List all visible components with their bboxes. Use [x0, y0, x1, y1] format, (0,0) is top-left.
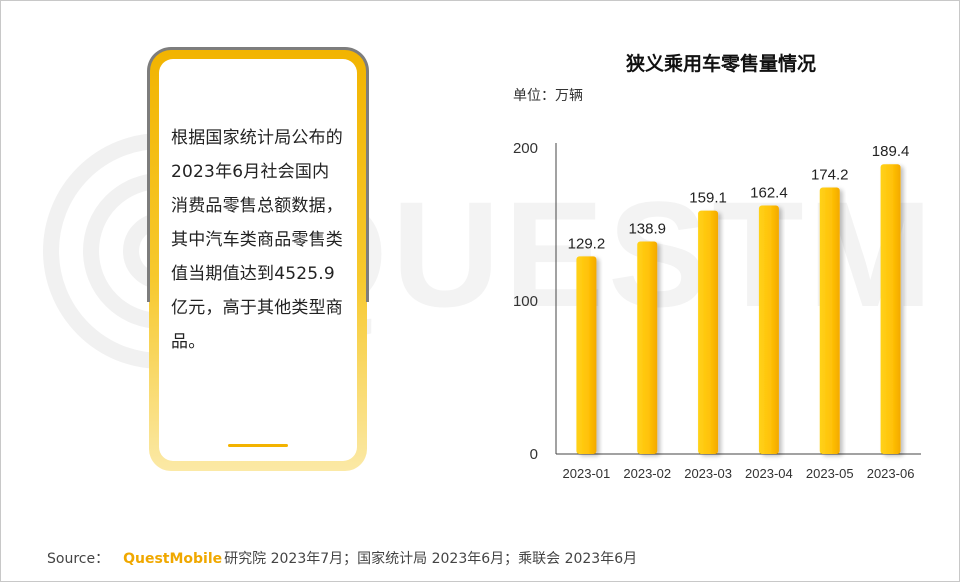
bar-2023-03: [698, 210, 719, 454]
bar-series: 129.2 138.9 159.1 162.4 174.2 189.4: [568, 143, 910, 454]
x-tick-label: 2023-02: [623, 466, 671, 481]
brand-name: QuestMobile: [123, 551, 223, 567]
bar-value-label: 138.9: [628, 220, 666, 237]
y-tick-label: 200: [513, 140, 538, 157]
bar-2023-05: [819, 187, 840, 454]
bar-value-label: 129.2: [568, 235, 606, 252]
unit-label: 单位：万辆: [513, 88, 583, 104]
x-tick-label: 2023-04: [745, 466, 793, 481]
bar-value-label: 189.4: [872, 143, 910, 160]
callout-body: 根据国家统计局公布的2023年6月社会国内消费品零售总额数据，其中汽车类商品零售…: [159, 59, 357, 461]
y-axis: 0 100 200: [513, 140, 557, 463]
bar-2023-06: [880, 164, 901, 454]
source-footer: Source： QuestMobile 研究院 2023年7月；国家统计局 2023…: [47, 548, 637, 568]
bar-2023-01: [576, 256, 597, 454]
callout-text: 根据国家统计局公布的2023年6月社会国内消费品零售总额数据，其中汽车类商品零售…: [171, 128, 343, 352]
bar-2023-04: [758, 205, 779, 454]
x-tick-label: 2023-03: [684, 466, 732, 481]
bar-2023-02: [637, 241, 658, 454]
bar-value-label: 174.2: [811, 166, 849, 183]
bar-value-label: 162.4: [750, 185, 788, 202]
y-tick-label: 100: [513, 293, 538, 310]
source-label: Source：: [47, 551, 110, 567]
x-axis: 2023-01 2023-02 2023-03 2023-04 2023-05 2023-…: [556, 453, 921, 481]
callout-accent-line: [228, 444, 288, 447]
bar-value-label: 159.1: [689, 190, 727, 207]
x-tick-label: 2023-05: [806, 466, 854, 481]
x-tick-label: 2023-06: [867, 466, 915, 481]
x-tick-label: 2023-01: [563, 466, 611, 481]
chart-title: 狭义乘用车零售量情况: [625, 53, 816, 75]
callout-card: 根据国家统计局公布的2023年6月社会国内消费品零售总额数据，其中汽车类商品零售…: [147, 47, 369, 471]
y-tick-label: 0: [530, 446, 538, 463]
source-details: 研究院 2023年7月；国家统计局 2023年6月；乘联会 2023年6月: [224, 551, 638, 567]
